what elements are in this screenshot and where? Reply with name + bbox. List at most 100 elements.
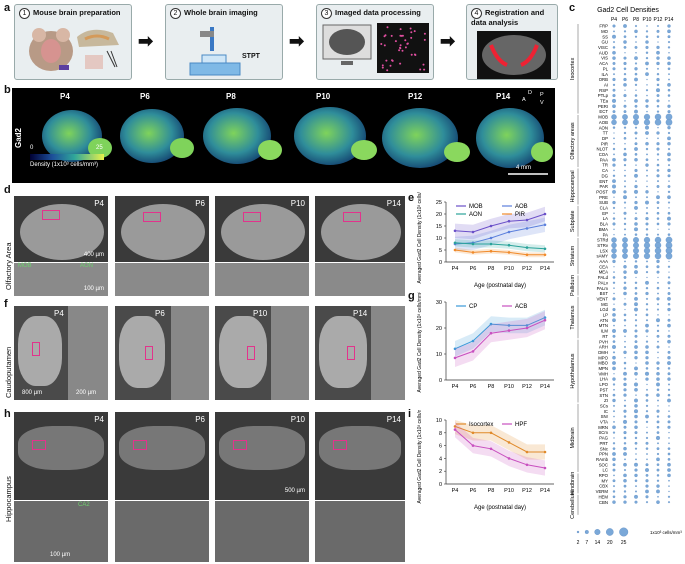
- region-label: LA: [603, 216, 608, 221]
- y-tick-label: 0: [439, 482, 442, 488]
- density-dot: [612, 126, 616, 129]
- density-dot: [667, 185, 671, 188]
- density-dot: [634, 340, 638, 344]
- age-column-label: P8: [633, 17, 639, 23]
- brain-p6: [120, 109, 194, 163]
- arrow-2-to-3: ➡: [289, 31, 305, 51]
- density-dot: [634, 147, 638, 151]
- density-dot: [656, 318, 660, 323]
- density-dot: [667, 377, 671, 381]
- region-label: ORB: [599, 77, 608, 82]
- density-dot: [657, 191, 659, 193]
- density-dot: [667, 61, 671, 66]
- density-dot: [634, 281, 638, 284]
- density-dot: [656, 447, 660, 451]
- density-dot: [667, 141, 671, 146]
- density-dot: [635, 490, 637, 493]
- density-dot: [623, 382, 627, 387]
- region-label: PTLp: [598, 93, 609, 98]
- orient-a: A: [522, 97, 526, 103]
- stpt-label: STPT: [242, 53, 260, 60]
- data-point: [471, 444, 475, 447]
- density-dot: [667, 292, 671, 295]
- data-point: [489, 322, 493, 326]
- step4-box: 4 Registration and data analysis: [466, 4, 558, 80]
- density-dot: [634, 233, 638, 236]
- region-label: ECT: [599, 109, 608, 114]
- y-tick-label: 15: [436, 224, 442, 230]
- density-dot: [667, 372, 671, 376]
- density-dot: [612, 393, 616, 397]
- density-dot: [656, 83, 660, 87]
- region-label: MO: [601, 29, 609, 34]
- density-dot: [646, 196, 648, 199]
- y-tick-label: 10: [436, 418, 442, 424]
- scalebar-label: 4 mm: [516, 165, 531, 171]
- orient-v: V: [540, 100, 544, 106]
- density-dot: [668, 73, 670, 76]
- density-dot: [623, 147, 627, 151]
- density-dot: [656, 99, 660, 103]
- region-group-label: Olfactory areas: [570, 122, 576, 160]
- region-label: PALd: [598, 275, 609, 280]
- data-point: [543, 223, 547, 227]
- density-dot: [634, 168, 638, 173]
- density-dot: [633, 114, 639, 120]
- region-label: SUB: [599, 200, 608, 205]
- x-tick-label: P6: [470, 384, 477, 390]
- density-dot: [623, 104, 627, 108]
- y-axis-label: Averaged Gad2 Cell Density (1x10³ cells/…: [417, 192, 423, 284]
- density-dot: [622, 237, 628, 243]
- region-label: CBN: [599, 500, 608, 505]
- data-point: [507, 251, 511, 254]
- density-dot: [643, 242, 651, 249]
- region-label: BLA: [600, 222, 608, 227]
- age-d-0: P4: [94, 199, 104, 208]
- density-dot: [612, 174, 616, 177]
- region-label: VTA: [600, 420, 608, 425]
- density-dot: [623, 276, 627, 279]
- region-label: VMH: [598, 371, 608, 376]
- density-dot: [645, 222, 649, 226]
- density-dot: [612, 313, 616, 317]
- region-label: TT: [603, 131, 609, 136]
- density-dot: [667, 302, 671, 306]
- x-axis-label: Age (postnatal day): [474, 283, 526, 289]
- region-label: NLOT: [597, 147, 609, 152]
- density-dot: [656, 110, 660, 113]
- density-dot: [656, 211, 660, 215]
- density-dot: [611, 114, 617, 120]
- legend-unit: 1x10³ cells/mm³: [650, 530, 682, 535]
- region-label: MRN: [598, 425, 608, 430]
- density-dot: [612, 217, 616, 220]
- region-label: AON: [599, 125, 608, 130]
- density-dot: [612, 355, 616, 360]
- density-dot: [646, 180, 648, 182]
- density-dot: [656, 94, 660, 97]
- region-label: LC: [603, 468, 609, 473]
- density-dot: [612, 495, 616, 499]
- density-dot: [612, 383, 616, 386]
- density-dot: [667, 415, 671, 418]
- region-label: PA: [603, 232, 609, 237]
- density-dot: [667, 190, 671, 193]
- region-label: sAMY: [597, 254, 609, 259]
- data-point: [525, 253, 529, 257]
- region-label: SCs: [600, 403, 608, 408]
- x-tick-label: P6: [470, 266, 477, 272]
- density-dot: [613, 303, 615, 305]
- density-dot: [623, 462, 627, 467]
- density-dot: [624, 89, 626, 91]
- dot-matrix-title: Gad2 Cell Densities: [597, 7, 659, 14]
- density-dot: [613, 415, 615, 418]
- data-point: [507, 243, 511, 247]
- region-label: RT: [602, 334, 608, 339]
- density-dot: [623, 484, 627, 488]
- density-dot: [623, 431, 627, 435]
- density-dot: [656, 35, 660, 38]
- density-dot: [657, 41, 659, 43]
- density-dot: [645, 51, 649, 54]
- density-dot: [634, 173, 638, 178]
- density-dot: [657, 292, 659, 295]
- density-dot: [668, 100, 670, 102]
